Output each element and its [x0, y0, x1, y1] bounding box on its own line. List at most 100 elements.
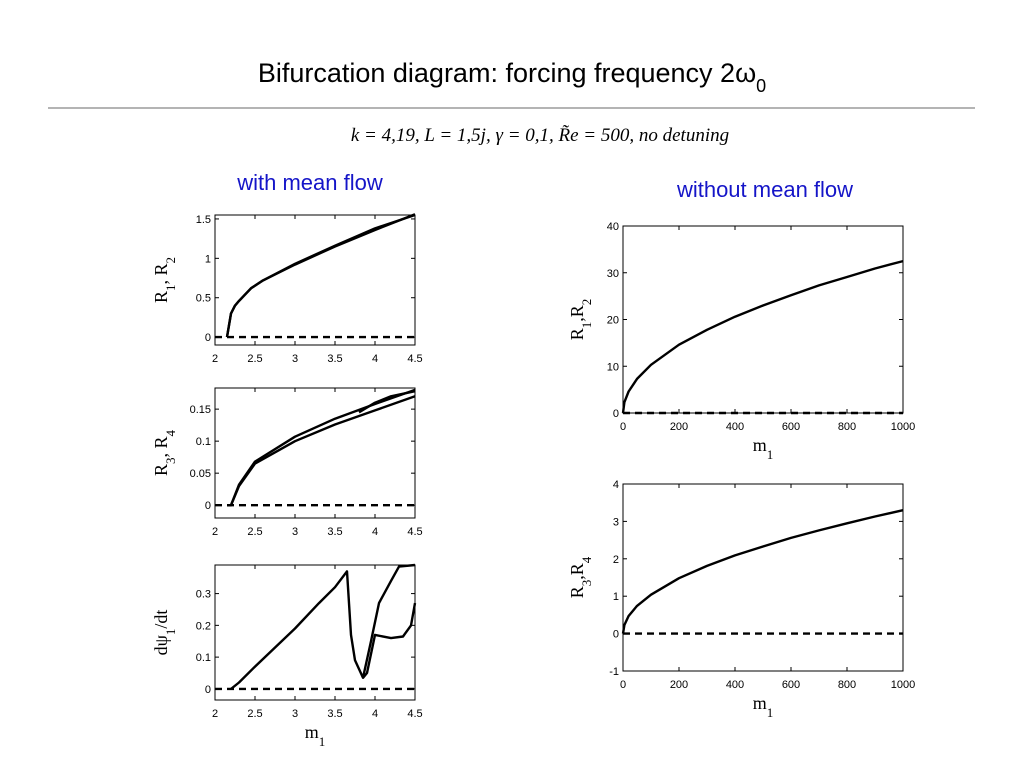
y-tick-label: 4 — [613, 479, 619, 491]
curve — [230, 570, 417, 690]
x-tick-label: 3.5 — [327, 526, 342, 538]
y-tick-label: 0.1 — [196, 652, 211, 664]
x-tick-label: 2.5 — [247, 708, 262, 720]
y-tick-label: 0.05 — [190, 468, 211, 480]
subscript: 1 — [319, 734, 326, 749]
x-tick-label: 600 — [782, 679, 800, 691]
label-part: ,R — [567, 305, 587, 322]
x-axis-label: m1 — [305, 722, 326, 749]
plot-frame — [622, 483, 904, 672]
subscript: 0 — [756, 76, 766, 96]
x-tick-label: 2 — [212, 526, 218, 538]
y-axis-label: R1,R2 — [567, 299, 594, 341]
slide-title: Bifurcation diagram: forcing frequency 2… — [258, 58, 766, 96]
subtitle: k = 4,19, L = 1,5j, γ = 0,1, R̃e = 500, … — [351, 125, 729, 146]
y-tick-label: 20 — [607, 315, 619, 327]
x-tick-label: 4.5 — [407, 353, 422, 365]
y-tick-label: 0.2 — [196, 620, 211, 632]
x-tick-label: 600 — [782, 421, 800, 433]
plot-frame — [622, 225, 904, 414]
subscript: 1 — [579, 322, 594, 329]
y-axis-label: dψ1/dt — [151, 610, 178, 656]
x-axis-label: m1 — [753, 693, 774, 720]
x-tick-label: 3 — [292, 353, 298, 365]
x-tick-label: 800 — [838, 421, 856, 433]
y-tick-label: 0 — [205, 500, 211, 512]
y-tick-label: 40 — [607, 221, 619, 233]
x-tick-label: 4.5 — [407, 708, 422, 720]
x-tick-label: 4.5 — [407, 526, 422, 538]
x-tick-label: 0 — [620, 421, 626, 433]
x-tick-label: 400 — [726, 679, 744, 691]
x-tick-label: 4 — [372, 708, 378, 720]
y-tick-label: 1 — [613, 591, 619, 603]
right-heading: without mean flow — [676, 177, 853, 202]
label-part: ,R — [567, 563, 587, 580]
y-tick-label: 0.3 — [196, 589, 211, 601]
y-tick-label: 0 — [613, 629, 619, 641]
x-tick-label: 2 — [212, 708, 218, 720]
label-part: dψ — [151, 634, 171, 655]
label-part: , R — [151, 436, 171, 457]
x-tick-label: 200 — [670, 421, 688, 433]
y-tick-label: 0.15 — [190, 404, 211, 416]
x-tick-label: 2.5 — [247, 526, 262, 538]
x-tick-label: 3.5 — [327, 708, 342, 720]
x-tick-label: 1000 — [891, 679, 915, 691]
subscript: 2 — [579, 299, 594, 306]
label-part: , R — [151, 263, 171, 284]
curve — [621, 259, 904, 414]
label-part: R — [151, 291, 171, 303]
label-part: R — [567, 328, 587, 340]
subscript: 1 — [163, 285, 178, 292]
x-tick-label: 2 — [212, 353, 218, 365]
x-tick-label: 400 — [726, 421, 744, 433]
y-axis-label: R3, R4 — [151, 429, 178, 476]
left-heading: with mean flow — [236, 170, 383, 195]
label-part: m — [753, 435, 767, 455]
plot-frame — [214, 564, 416, 701]
subscript: 3 — [163, 458, 178, 465]
subscript: 4 — [163, 429, 178, 436]
subscript: 1 — [163, 629, 178, 636]
subscript: 4 — [579, 556, 594, 563]
label-part: m — [753, 693, 767, 713]
x-tick-label: 3 — [292, 526, 298, 538]
x-tick-label: 800 — [838, 679, 856, 691]
x-axis-label: m1 — [753, 435, 774, 462]
x-tick-label: 2.5 — [247, 353, 262, 365]
label-part: m — [305, 722, 319, 742]
subscript: 2 — [163, 257, 178, 264]
y-tick-label: 10 — [607, 361, 619, 373]
label-part: /dt — [151, 610, 171, 629]
y-tick-label: -1 — [609, 666, 619, 678]
subscript: 3 — [579, 580, 594, 587]
y-tick-label: 0.1 — [196, 436, 211, 448]
x-tick-label: 3 — [292, 708, 298, 720]
x-tick-label: 4 — [372, 526, 378, 538]
y-tick-label: 2 — [613, 554, 619, 566]
subscript: 1 — [767, 705, 774, 720]
curve — [621, 509, 904, 634]
plot-frame — [214, 214, 416, 346]
curve — [358, 390, 416, 414]
plot-frame — [214, 387, 416, 519]
y-tick-label: 3 — [613, 516, 619, 528]
curve — [361, 563, 416, 679]
x-tick-label: 4 — [372, 353, 378, 365]
x-tick-label: 0 — [620, 679, 626, 691]
subscript: 1 — [767, 447, 774, 462]
y-tick-label: 0 — [613, 408, 619, 420]
label-part: R — [151, 464, 171, 476]
y-tick-label: 0.5 — [196, 293, 211, 305]
x-tick-label: 1000 — [891, 421, 915, 433]
y-tick-label: 0 — [205, 332, 211, 344]
y-tick-label: 1 — [205, 253, 211, 265]
y-tick-label: 0 — [205, 684, 211, 696]
y-tick-label: 30 — [607, 268, 619, 280]
y-tick-label: 1.5 — [196, 214, 211, 226]
curve — [225, 213, 416, 338]
label-part: Bifurcation diagram: forcing frequency 2… — [258, 58, 756, 88]
y-axis-label: R3,R4 — [567, 556, 594, 598]
